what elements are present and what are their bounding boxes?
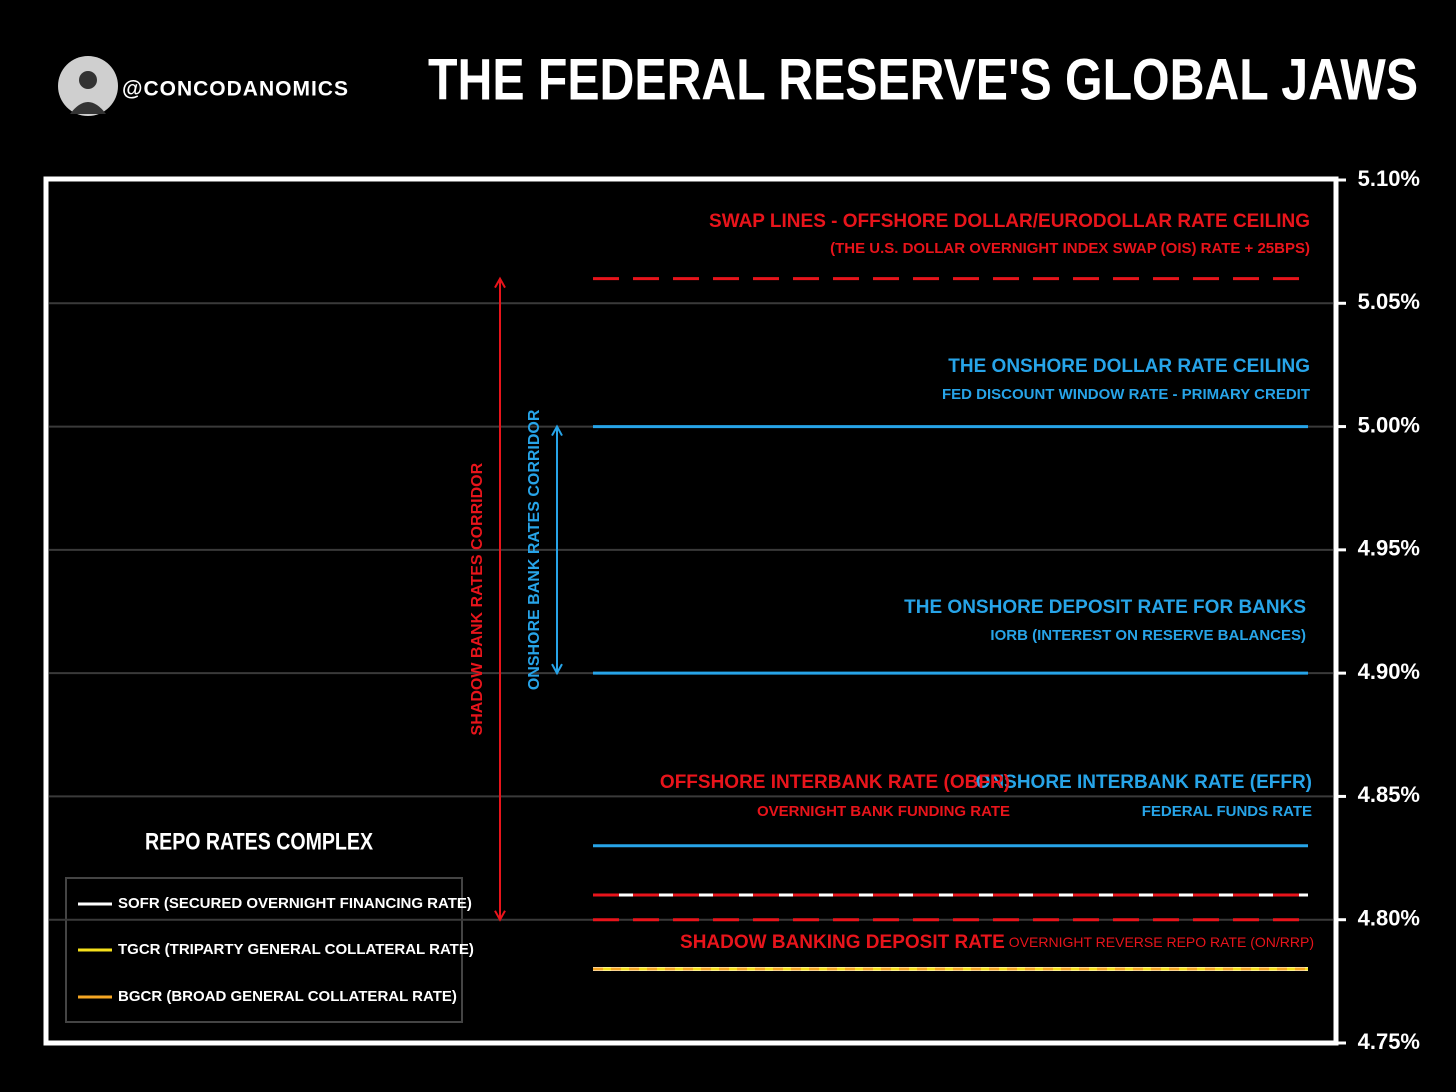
y-tick-label: 5.10% [1358,166,1420,191]
level-title: THE ONSHORE DEPOSIT RATE FOR BANKS [904,597,1306,618]
arrow-head [494,276,506,289]
y-tick-label: 4.90% [1358,659,1420,684]
level-subtitle: FEDERAL FUNDS RATE [1142,803,1312,820]
level-title: ONSHORE INTERBANK RATE (EFFR) [976,772,1312,793]
y-tick-label: 4.80% [1358,906,1420,931]
level-subtitle: FED DISCOUNT WINDOW RATE - PRIMARY CREDI… [942,386,1310,403]
y-tick-label: 4.85% [1358,782,1420,807]
y-tick-label: 4.75% [1358,1029,1420,1054]
arrow-head [551,663,563,676]
avatar-head [79,71,97,89]
level-label: SHADOW BANKING DEPOSIT RATE OVERNIGHT REV… [680,932,1314,953]
corridor-label: ONSHORE BANK RATES CORRIDOR [526,409,543,690]
plot-frame [43,176,1339,1046]
y-tick-label: 5.00% [1358,412,1420,437]
y-tick-label: 5.05% [1358,289,1420,314]
arrow-head [551,424,563,437]
corridor-label: SHADOW BANK RATES CORRIDOR [469,462,486,735]
level-title: SHADOW BANKING DEPOSIT RATE [680,932,1005,953]
legend-title: REPO RATES COMPLEX [145,828,373,855]
chart-title: THE FEDERAL RESERVE'S GLOBAL JAWS [428,47,1418,112]
level-title: SWAP LINES - OFFSHORE DOLLAR/EURODOLLAR … [709,211,1310,232]
legend-box [65,877,463,1023]
level-title: THE ONSHORE DOLLAR RATE CEILING [948,356,1310,377]
level-subtitle: OVERNIGHT REVERSE REPO RATE (ON/RRP) [1009,934,1314,950]
legend-label: TGCR (TRIPARTY GENERAL COLLATERAL RATE) [118,941,474,958]
handle: @CONCODANOMICS [122,78,349,101]
arrow-head [494,910,506,922]
y-tick-label: 4.95% [1358,536,1420,561]
avatar-body [70,102,106,114]
legend-label: SOFR (SECURED OVERNIGHT FINANCING RATE) [118,895,472,912]
level-subtitle: IORB (INTEREST ON RESERVE BALANCES) [990,627,1306,644]
level-subtitle: (THE U.S. DOLLAR OVERNIGHT INDEX SWAP (O… [830,240,1310,257]
level-title: OFFSHORE INTERBANK RATE (OBFR) [660,772,1010,793]
legend-label: BGCR (BROAD GENERAL COLLATERAL RATE) [118,988,457,1005]
level-subtitle: OVERNIGHT BANK FUNDING RATE [757,803,1010,820]
